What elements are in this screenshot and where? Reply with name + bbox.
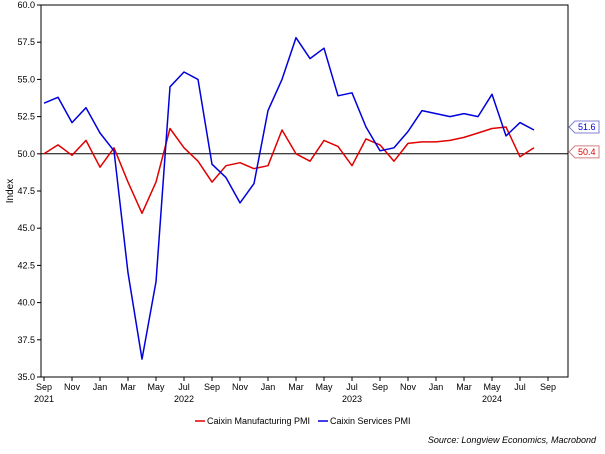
- end-value-labels: 50.4 51.6: [568, 120, 600, 159]
- y-tick-label: 35.0: [17, 372, 35, 382]
- y-tick-label: 60.0: [17, 0, 35, 10]
- legend-label-caixin-services-pmi: Caixin Services PMI: [330, 416, 411, 426]
- source-note: Source: Longview Economics, Macrobond: [428, 435, 597, 445]
- x-tick-label: Sep: [204, 382, 220, 392]
- x-year-label: 2023: [342, 394, 362, 404]
- end-label-caixin-manufacturing-pmi: 50.4: [578, 147, 596, 157]
- x-tick-label: Mar: [120, 382, 136, 392]
- y-axis: 35.0 37.5 40.0 42.5 45.0 47.5 50.0 52.5 55.0 57.5…: [17, 0, 41, 382]
- x-tick-label: Jan: [429, 382, 444, 392]
- end-label-box-caixin-services-pmi: [568, 120, 600, 134]
- x-tick-label: Nov: [400, 382, 417, 392]
- x-year-label: 2024: [482, 394, 502, 404]
- series-line-caixin-services-pmi: [43, 36, 535, 360]
- y-tick-label: 52.5: [17, 112, 35, 122]
- y-tick-label: 50.0: [17, 149, 35, 159]
- x-axis: Sep Nov Jan Mar May Jul Sep Nov Jan Mar May Jul Sep N…: [34, 377, 556, 404]
- y-tick-label: 42.5: [17, 260, 35, 270]
- x-tick-label: Sep: [540, 382, 556, 392]
- x-tick-label: May: [483, 382, 501, 392]
- x-tick-label: Jan: [93, 382, 108, 392]
- x-tick-label: Sep: [36, 382, 52, 392]
- y-tick-label: 55.0: [17, 74, 35, 84]
- y-tick-label: 37.5: [17, 335, 35, 345]
- y-tick-label: 57.5: [17, 37, 35, 47]
- end-label-caixin-services-pmi: 51.6: [578, 122, 596, 132]
- x-tick-label: Mar: [288, 382, 304, 392]
- x-tick-label: Nov: [232, 382, 249, 392]
- legend-label-caixin-manufacturing-pmi: Caixin Manufacturing PMI: [207, 416, 310, 426]
- x-tick-label: Mar: [456, 382, 472, 392]
- x-year-label: 2022: [174, 394, 194, 404]
- y-tick-label: 40.0: [17, 298, 35, 308]
- x-tick-label: May: [147, 382, 165, 392]
- y-axis-label: Index: [5, 179, 16, 203]
- x-tick-label: Sep: [372, 382, 388, 392]
- y-tick-label: 47.5: [17, 186, 35, 196]
- x-tick-label: Jul: [514, 382, 526, 392]
- x-tick-label: May: [315, 382, 333, 392]
- x-tick-label: Jan: [261, 382, 276, 392]
- x-year-label: 2021: [34, 394, 54, 404]
- y-tick-label: 45.0: [17, 223, 35, 233]
- x-tick-label: Jul: [178, 382, 190, 392]
- plot-area: [40, 4, 569, 378]
- legend: Caixin Manufacturing PMI Caixin Services …: [195, 416, 411, 426]
- x-tick-label: Jul: [346, 382, 358, 392]
- x-tick-label: Nov: [64, 382, 81, 392]
- end-label-box-caixin-manufacturing-pmi: [568, 145, 600, 159]
- series-group: [43, 36, 535, 360]
- series-line-caixin-manufacturing-pmi: [43, 126, 535, 215]
